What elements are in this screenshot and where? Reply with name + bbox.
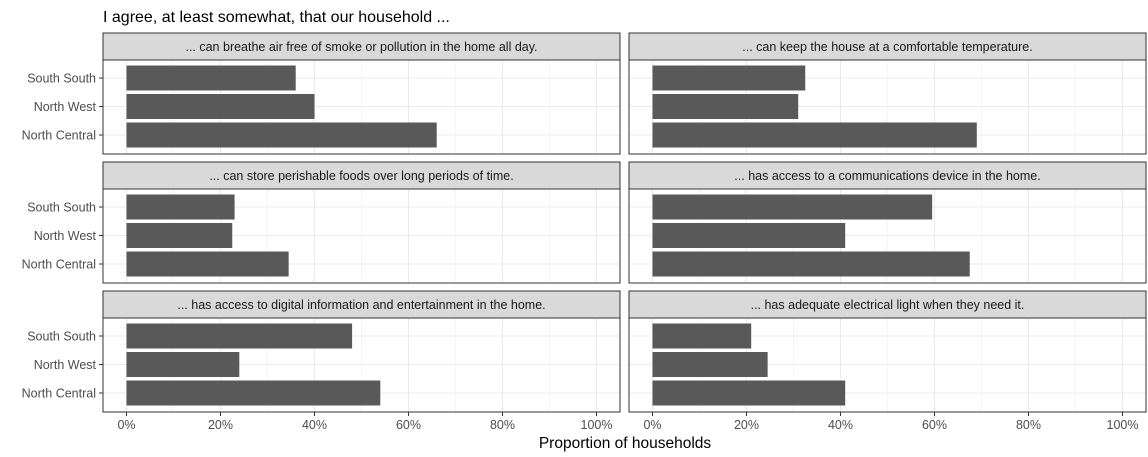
x-tick-label: 0% [117,418,135,432]
x-tick-label: 20% [208,418,233,432]
bar [652,223,846,248]
bar [126,323,353,349]
facet-strip-label: ... can keep the house at a comfortable … [742,40,1032,54]
facet-strip-label: ... has access to a communications devic… [734,169,1040,183]
facet-strip [102,161,621,190]
chart-title: I agree, at least somewhat, that our hou… [103,9,450,26]
y-tick-label: North West [34,229,97,243]
bar [126,223,233,248]
facet-panels: ... can breathe air free of smoke or pol… [22,32,1147,432]
x-tick-label: 60% [922,418,947,432]
panel-border [628,317,1147,413]
bar [126,122,437,148]
bar [652,323,752,349]
x-tick-label: 100% [581,418,613,432]
bar [126,352,240,377]
facet-strip-label: ... can breathe air free of smoke or pol… [185,40,537,54]
y-tick-label: South South [27,201,96,215]
y-tick-label: North Central [22,258,96,272]
facet-strip [102,32,621,61]
x-tick-label: 60% [396,418,421,432]
bar [126,251,289,277]
facet-strip-label: ... has access to digital information an… [177,298,545,312]
bar [126,94,315,119]
x-tick-label: 80% [1016,418,1041,432]
bar [652,65,806,91]
bar [652,380,846,406]
bar [652,251,970,277]
x-tick-label: 80% [490,418,515,432]
bar [652,194,933,220]
x-tick-label: 40% [828,418,853,432]
x-tick-label: 40% [302,418,327,432]
bar [652,122,977,148]
facet-strip [628,32,1147,61]
bar [652,352,768,377]
panel-border [628,188,1147,284]
bar [126,380,381,406]
facet-panel: ... has access to digital information an… [22,290,621,432]
x-tick-label: 0% [643,418,661,432]
x-axis-label: Proportion of households [539,435,712,452]
facet-strip [102,290,621,319]
facet-panel: ... has adequate electrical light when t… [628,290,1147,432]
facet-strip [628,161,1147,190]
facet-panel: ... can store perishable foods over long… [22,161,621,284]
facet-panel: ... can breathe air free of smoke or pol… [22,32,621,155]
facet-panel: ... has access to a communications devic… [628,161,1147,284]
bar [126,65,296,91]
x-tick-label: 20% [734,418,759,432]
y-tick-label: North Central [22,387,96,401]
bar [652,94,799,119]
y-tick-label: North West [34,100,97,114]
y-tick-label: South South [27,72,96,86]
facet-strip-label: ... has adequate electrical light when t… [751,298,1025,312]
y-tick-label: North West [34,358,97,372]
panel-border [628,59,1147,155]
facet-strip-label: ... can store perishable foods over long… [209,169,513,183]
facet-panel: ... can keep the house at a comfortable … [628,32,1147,155]
y-tick-label: North Central [22,129,96,143]
bar [126,194,235,220]
x-tick-label: 100% [1107,418,1139,432]
y-tick-label: South South [27,330,96,344]
